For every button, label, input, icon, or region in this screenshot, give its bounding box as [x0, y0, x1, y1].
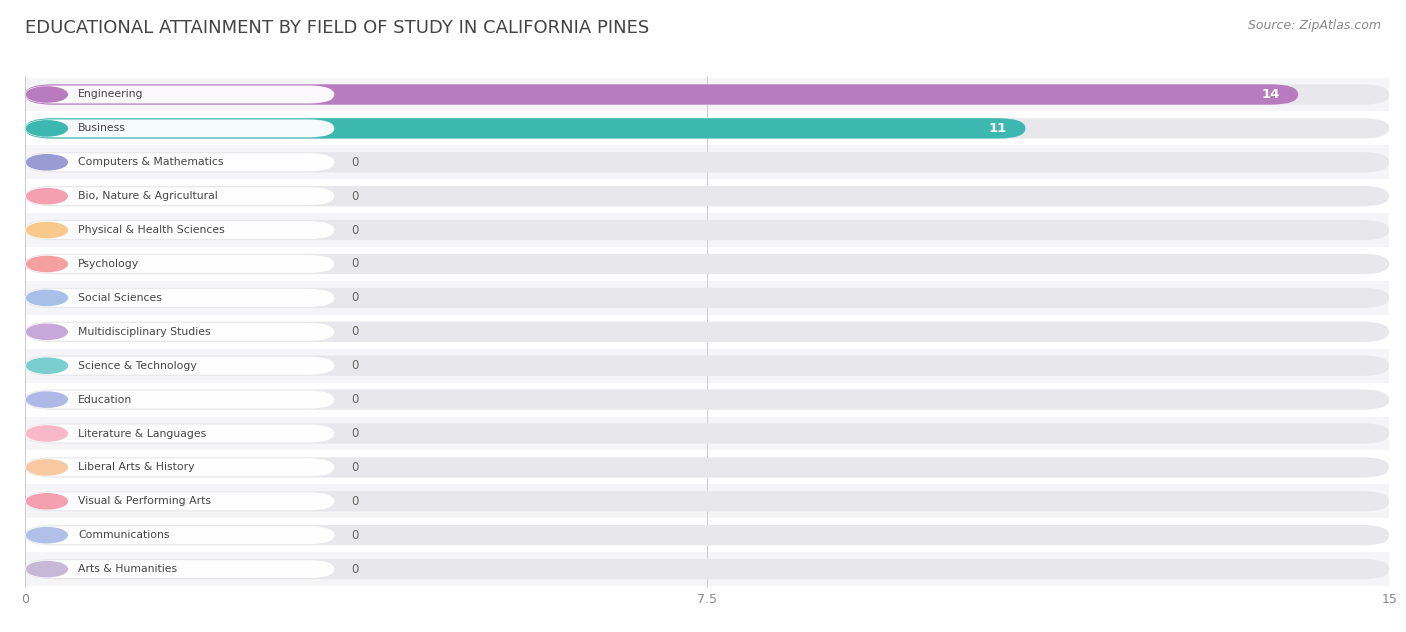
FancyBboxPatch shape	[25, 254, 1389, 274]
Bar	[25, 451, 1389, 484]
Circle shape	[27, 324, 67, 339]
FancyBboxPatch shape	[25, 220, 1389, 240]
Text: 0: 0	[352, 224, 359, 236]
Text: 0: 0	[352, 461, 359, 474]
FancyBboxPatch shape	[25, 85, 335, 104]
Circle shape	[27, 494, 67, 509]
FancyBboxPatch shape	[25, 423, 1389, 444]
FancyBboxPatch shape	[25, 84, 1298, 105]
FancyBboxPatch shape	[25, 255, 335, 273]
Text: Psychology: Psychology	[79, 259, 139, 269]
Text: 0: 0	[352, 529, 359, 542]
Text: Arts & Humanities: Arts & Humanities	[79, 564, 177, 574]
Bar	[25, 213, 1389, 247]
Bar	[25, 484, 1389, 518]
FancyBboxPatch shape	[25, 559, 1389, 580]
Text: Engineering: Engineering	[79, 90, 143, 99]
Text: Computers & Mathematics: Computers & Mathematics	[79, 157, 224, 167]
Circle shape	[27, 561, 67, 577]
Text: Communications: Communications	[79, 530, 170, 540]
Text: Education: Education	[79, 394, 132, 404]
Text: 0: 0	[352, 427, 359, 440]
Text: Science & Technology: Science & Technology	[79, 361, 197, 371]
FancyBboxPatch shape	[25, 154, 335, 171]
Circle shape	[27, 222, 67, 238]
Circle shape	[27, 257, 67, 272]
Circle shape	[27, 155, 67, 170]
FancyBboxPatch shape	[25, 84, 1389, 105]
FancyBboxPatch shape	[25, 288, 1389, 308]
FancyBboxPatch shape	[25, 186, 1389, 207]
FancyBboxPatch shape	[25, 389, 1389, 410]
FancyBboxPatch shape	[25, 491, 1389, 511]
FancyBboxPatch shape	[25, 492, 335, 510]
FancyBboxPatch shape	[25, 323, 335, 341]
Text: 0: 0	[352, 562, 359, 576]
FancyBboxPatch shape	[25, 525, 1389, 545]
FancyBboxPatch shape	[25, 221, 335, 239]
Bar	[25, 552, 1389, 586]
Text: 0: 0	[352, 291, 359, 305]
Text: Visual & Performing Arts: Visual & Performing Arts	[79, 496, 211, 506]
Text: 0: 0	[352, 257, 359, 270]
Circle shape	[27, 426, 67, 441]
Circle shape	[27, 87, 67, 102]
Bar	[25, 179, 1389, 213]
Bar	[25, 247, 1389, 281]
Text: 0: 0	[352, 156, 359, 169]
FancyBboxPatch shape	[25, 560, 335, 578]
Text: 0: 0	[352, 359, 359, 372]
Circle shape	[27, 290, 67, 305]
Text: Social Sciences: Social Sciences	[79, 293, 162, 303]
FancyBboxPatch shape	[25, 425, 335, 442]
Text: Bio, Nature & Agricultural: Bio, Nature & Agricultural	[79, 191, 218, 201]
FancyBboxPatch shape	[25, 391, 335, 408]
Text: 11: 11	[988, 122, 1007, 135]
Text: 0: 0	[352, 325, 359, 338]
Bar	[25, 281, 1389, 315]
Circle shape	[27, 121, 67, 136]
Text: 0: 0	[352, 190, 359, 203]
Circle shape	[27, 460, 67, 475]
FancyBboxPatch shape	[25, 118, 1389, 138]
FancyBboxPatch shape	[25, 187, 335, 205]
Bar	[25, 111, 1389, 145]
Bar	[25, 382, 1389, 416]
FancyBboxPatch shape	[25, 152, 1389, 173]
Text: Physical & Health Sciences: Physical & Health Sciences	[79, 225, 225, 235]
Circle shape	[27, 392, 67, 407]
FancyBboxPatch shape	[25, 119, 335, 137]
Text: Literature & Languages: Literature & Languages	[79, 428, 207, 439]
Text: 0: 0	[352, 495, 359, 507]
FancyBboxPatch shape	[25, 289, 335, 307]
FancyBboxPatch shape	[25, 526, 335, 544]
Bar	[25, 416, 1389, 451]
Bar	[25, 518, 1389, 552]
FancyBboxPatch shape	[25, 118, 1025, 138]
Circle shape	[27, 358, 67, 374]
Circle shape	[27, 188, 67, 204]
FancyBboxPatch shape	[25, 356, 1389, 376]
Text: EDUCATIONAL ATTAINMENT BY FIELD OF STUDY IN CALIFORNIA PINES: EDUCATIONAL ATTAINMENT BY FIELD OF STUDY…	[25, 19, 650, 37]
Bar	[25, 78, 1389, 111]
Bar	[25, 145, 1389, 179]
Text: Multidisciplinary Studies: Multidisciplinary Studies	[79, 327, 211, 337]
FancyBboxPatch shape	[25, 458, 335, 477]
Circle shape	[27, 528, 67, 543]
Text: Source: ZipAtlas.com: Source: ZipAtlas.com	[1247, 19, 1381, 32]
Bar	[25, 315, 1389, 349]
Text: Business: Business	[79, 123, 127, 133]
FancyBboxPatch shape	[25, 322, 1389, 342]
Bar	[25, 349, 1389, 382]
Text: Liberal Arts & History: Liberal Arts & History	[79, 463, 194, 472]
Text: 14: 14	[1261, 88, 1279, 101]
FancyBboxPatch shape	[25, 356, 335, 375]
FancyBboxPatch shape	[25, 457, 1389, 478]
Text: 0: 0	[352, 393, 359, 406]
